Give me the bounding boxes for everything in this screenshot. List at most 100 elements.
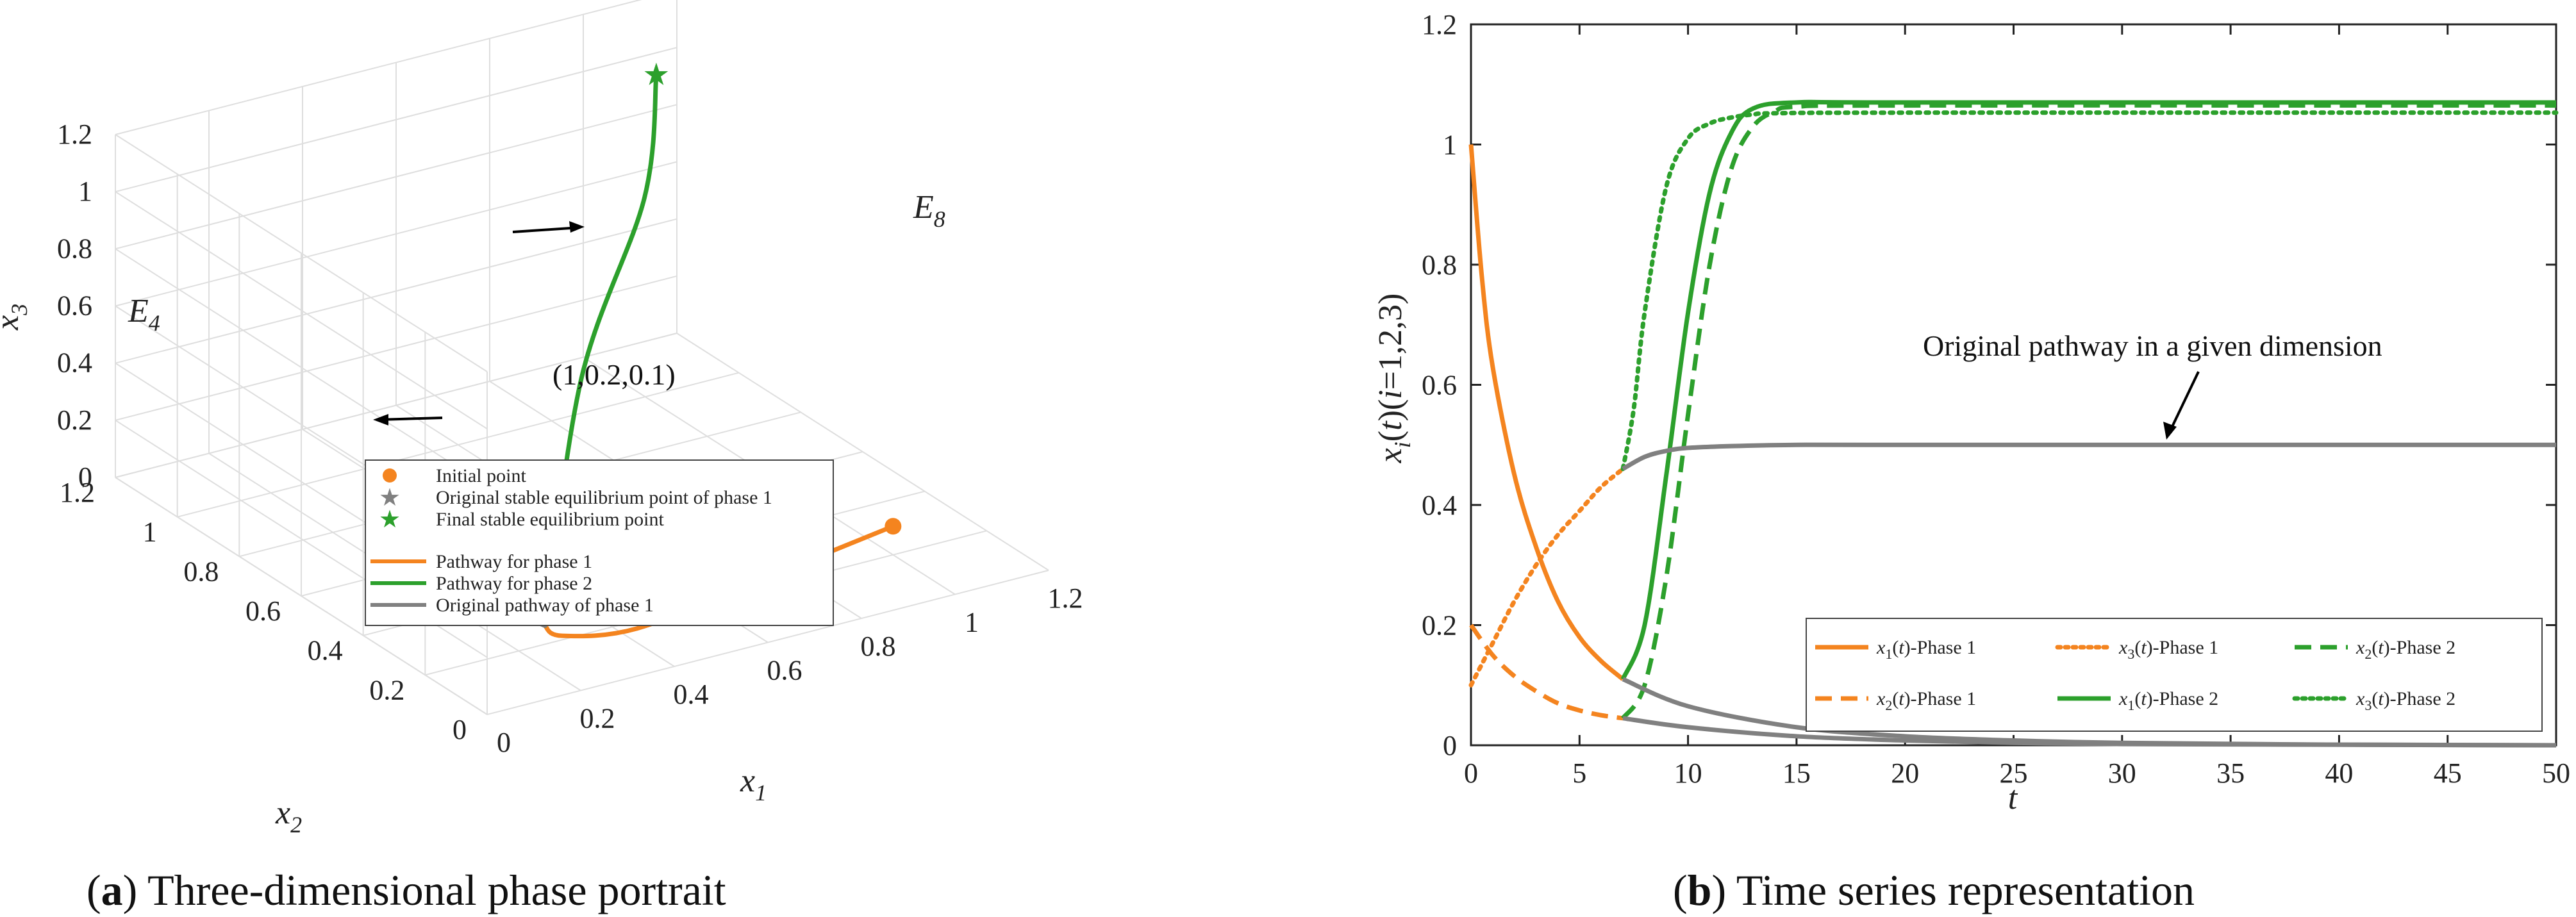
x-tick-label: 25 (2000, 757, 2028, 789)
x3-label-sub: 3 (6, 304, 32, 316)
y-tick-label: 1 (1443, 129, 1457, 161)
caption-a-text: Three-dimensional phase portrait (137, 866, 726, 914)
grid-line-floor-x2 (115, 333, 677, 478)
x1-tick-label: 0.8 (861, 631, 896, 662)
legend-item-pathway-phase1: Pathway for phase 1 (436, 551, 592, 572)
x1-tick-label: 0 (497, 727, 511, 758)
x-tick-label: 40 (2325, 757, 2353, 789)
legend-item-pathway-phase2: Pathway for phase 2 (436, 573, 592, 594)
x2-tick-label: 0.4 (308, 635, 343, 666)
3d-box-grid (115, 0, 1049, 715)
e8-label: E8 (913, 189, 945, 232)
series-line-original-pathway-x3 (1622, 442, 2556, 471)
caption-b-text: Time series representation (1726, 866, 2195, 914)
x2-tick-label: 0.2 (369, 674, 404, 706)
panel-b-legend: x1(t)-Phase 1 x3(t)-Phase 1 x2(t)-Phase … (1806, 618, 2543, 732)
x3-tick-label: 0.2 (57, 404, 92, 436)
x2-tick-label: 0.8 (183, 556, 219, 587)
x1-tick-label: 0.4 (674, 679, 709, 710)
series-line-x1-t-phase-2 (1620, 99, 2556, 681)
legend-marker-final-star: ★ (379, 506, 401, 533)
legend-item-x2-phase1: x2(t)-Phase 1 (1876, 688, 1976, 713)
x2-tick-label: 1 (143, 516, 157, 548)
x3-tick-label: 0.6 (57, 290, 92, 322)
x1-tick-label: 1 (965, 607, 979, 638)
x3-tick-label: 1.2 (57, 119, 92, 150)
x3-tick-label: 0.4 (57, 347, 92, 379)
annotation-arrow (2163, 371, 2200, 440)
x2-axis-label: x2 (275, 795, 302, 838)
series-line-x3-t-phase-1 (1468, 467, 1625, 688)
x-tick-label: 15 (1782, 757, 1811, 789)
e8-base: E (913, 189, 934, 226)
x3-label-base: x (0, 315, 26, 331)
x-tick-label: 50 (2542, 757, 2570, 789)
legend-item-x2-phase2: x2(t)-Phase 2 (2356, 637, 2456, 662)
e8-star-marker: ★ (642, 58, 670, 92)
x-tick-label: 35 (2216, 757, 2245, 789)
panel-b-time-series: 0 5 10 15 20 25 30 35 40 45 50 0 0.2 0.4 0.6 0.8 1 1.2 xi… (1372, 9, 2570, 914)
legend-box (1806, 618, 2543, 732)
y-axis-label: xi(t)(i=1,2,3) (1372, 293, 1415, 464)
x-tick-label: 5 (1572, 757, 1586, 789)
series-line-original-pathway-x2 (1622, 716, 2557, 748)
x-tick-label: 10 (1674, 757, 1702, 789)
legend-box (365, 459, 834, 626)
y-tick-label: 1.2 (1422, 9, 1457, 40)
3d-axis-ticks: 00 00.20.20.20.40.40.40.60.60.60.80.80.81… (57, 119, 1083, 758)
x1-tick-label: 0.2 (580, 703, 615, 734)
grid-line-back-x3 (115, 0, 642, 135)
grid-line-left-x3 (115, 134, 488, 372)
x2-label-sub: 2 (290, 812, 302, 838)
caption-a: (a) Three-dimensional phase portrait (87, 866, 726, 914)
series-line-x3-t-phase-2 (1620, 110, 2559, 472)
direction-arrow-phase2 (512, 221, 585, 233)
legend-item-x3-phase1: x3(t)-Phase 1 (2118, 637, 2218, 662)
x2-tick-label: 0 (453, 714, 467, 745)
legend-item-x1-phase1: x1(t)-Phase 1 (1876, 637, 1976, 662)
x1-label-sub: 1 (755, 780, 767, 805)
initial-point-label: (1,0.2,0.1) (553, 358, 676, 391)
legend-item-x3-phase2: x3(t)-Phase 2 (2356, 688, 2456, 713)
direction-arrow-phase1 (373, 414, 443, 425)
panel-a-phase-portrait: ★★ 0000.20.20.20.40.40.40.60.60.60.80.80… (0, 0, 1083, 914)
legend-marker-initial (383, 468, 397, 483)
legend-item-original-equilibrium: Original stable equilibrium point of pha… (436, 487, 772, 508)
x-axis-label: t (2008, 780, 2018, 816)
x3-tick-label: 0.8 (57, 233, 92, 264)
grid-line-floor-x2 (177, 372, 739, 518)
panel-a-legend: Initial point ★ Original stable equilibr… (365, 459, 834, 626)
x3-axis-label: x3 (0, 304, 32, 331)
y-tick-label: 0.2 (1422, 610, 1457, 641)
initial-point-marker (885, 518, 902, 535)
x-tick-label: 0 (1464, 757, 1478, 789)
x3-tick-label: 0 (78, 461, 92, 493)
e4-sub: 4 (149, 310, 160, 336)
series-line-x1-t-phase-1 (1468, 144, 1625, 681)
y-tick-label: 0.4 (1422, 490, 1457, 521)
caption-a-letter: a (101, 866, 123, 914)
e4-label: E4 (128, 293, 160, 336)
x2-tick-label: 1.2 (60, 477, 95, 508)
grid-line-back-x3 (115, 47, 677, 193)
legend-item-original-pathway: Original pathway of phase 1 (436, 595, 654, 616)
x3-tick-label: 1 (78, 176, 92, 207)
grid-line-floor-x1 (676, 333, 1049, 571)
e4-base: E (128, 293, 149, 329)
legend-item-initial: Initial point (436, 465, 526, 486)
original-pathway-annotation: Original pathway in a given dimension (1923, 329, 2382, 362)
y-tick-label: 0.8 (1422, 249, 1457, 281)
x1-tick-label: 0.6 (767, 655, 802, 686)
x-tick-label: 20 (1891, 757, 1919, 789)
legend-item-final-equilibrium: Final stable equilibrium point (436, 509, 664, 530)
x2-label-base: x (275, 795, 290, 831)
x1-label-base: x (740, 763, 755, 799)
grid-line-left-x3 (115, 191, 488, 430)
time-series-curves (1468, 99, 2559, 748)
caption-b-letter: b (1688, 866, 1712, 914)
x-tick-label: 45 (2434, 757, 2462, 789)
y-tick-label: 0 (1443, 730, 1457, 761)
legend-item-x1-phase2: x1(t)-Phase 2 (2118, 688, 2218, 713)
y-tick-label: 0.6 (1422, 370, 1457, 401)
